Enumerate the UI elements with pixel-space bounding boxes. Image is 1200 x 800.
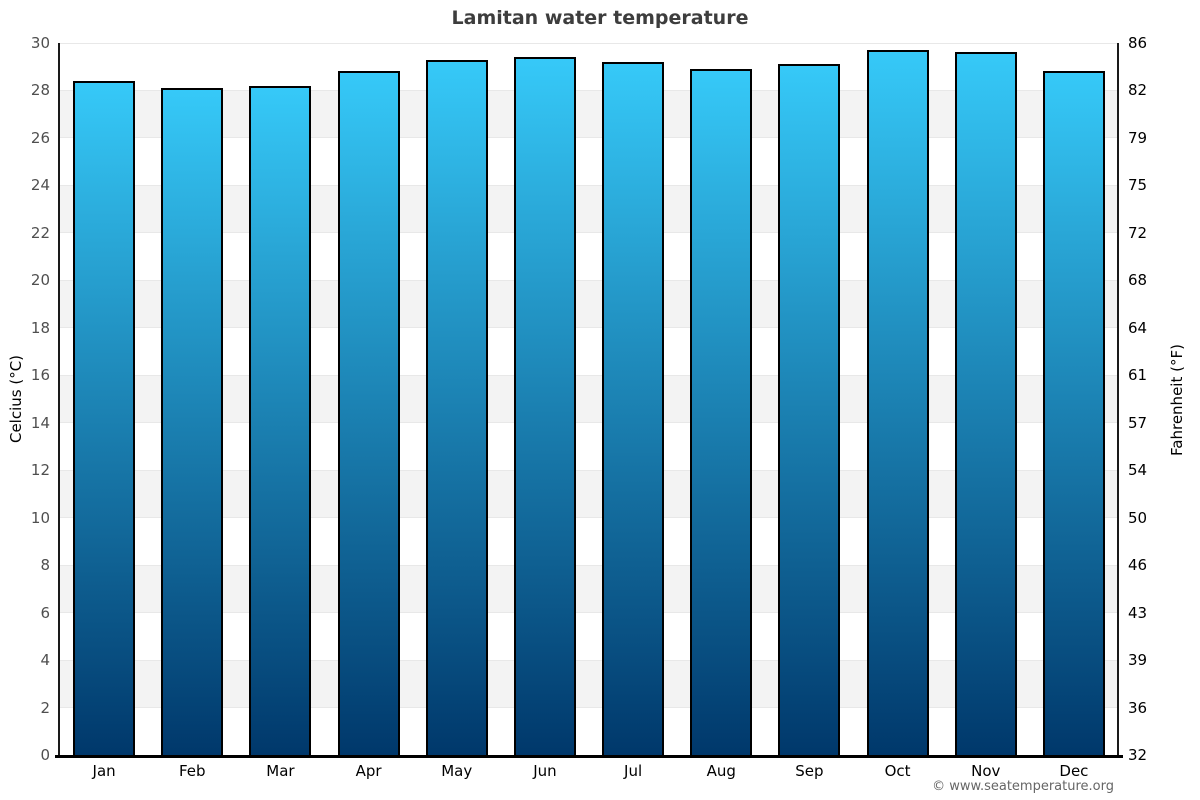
grid-band [60, 185, 1118, 233]
gridline [60, 517, 1118, 519]
gridline [60, 89, 1118, 91]
grid-band [60, 470, 1118, 518]
copyright-text: © www.seatemperature.org [932, 779, 1114, 794]
bar-sep [778, 64, 841, 755]
x-tick-label-oct: Oct [884, 762, 911, 780]
y-tick-label-fahrenheit: 50 [1128, 508, 1148, 527]
y-tick-label-celsius: 30 [30, 34, 50, 52]
y-tick-label-celsius: 14 [30, 413, 50, 432]
gridline [60, 184, 1118, 186]
grid-band [60, 660, 1118, 708]
bar-feb [161, 88, 224, 755]
y-axis-line-left [58, 43, 60, 755]
gridline [60, 137, 1118, 139]
x-tick-label-apr: Apr [355, 762, 382, 780]
gridline [60, 42, 1118, 44]
y-tick-label-celsius: 18 [30, 318, 50, 337]
grid-band [60, 565, 1118, 613]
x-tick-label-dec: Dec [1059, 762, 1089, 780]
gridline [60, 327, 1118, 329]
y-tick-label-celsius: 22 [30, 223, 50, 242]
grid-band [60, 90, 1118, 138]
y-tick-label-fahrenheit: 36 [1128, 698, 1148, 717]
bar-may [425, 59, 488, 755]
gridline [60, 422, 1118, 424]
y-tick-label-fahrenheit: 54 [1128, 461, 1148, 480]
y-tick-label-fahrenheit: 61 [1128, 366, 1148, 385]
bar-oct [866, 50, 929, 755]
y-tick-label-celsius: 2 [40, 698, 50, 717]
y-tick-label-celsius: 24 [30, 176, 50, 195]
y-tick-label-fahrenheit: 68 [1128, 271, 1148, 290]
y-tick-label-celsius: 0 [40, 746, 50, 764]
y-tick-label-celsius: 6 [40, 603, 50, 622]
bar-aug [690, 69, 753, 755]
x-tick-label-may: May [441, 762, 473, 780]
gridline [60, 374, 1118, 376]
grid-band [60, 375, 1118, 423]
y-tick-label-celsius: 8 [40, 556, 50, 575]
y-axis-label-fahrenheit: Fahrenheit (°F) [1168, 344, 1186, 456]
y-tick-label-fahrenheit: 57 [1128, 413, 1148, 432]
gridline [60, 564, 1118, 566]
x-tick-label-sep: Sep [795, 762, 824, 780]
y-tick-label-fahrenheit: 82 [1128, 81, 1148, 100]
gridline [60, 469, 1118, 471]
y-tick-label-celsius: 26 [30, 128, 50, 147]
bar-jul [602, 61, 665, 755]
x-tick-label-feb: Feb [178, 762, 206, 780]
y-tick-label-celsius: 10 [30, 508, 50, 527]
y-tick-label-fahrenheit: 72 [1128, 223, 1148, 242]
x-tick-label-jul: Jul [624, 762, 643, 780]
y-tick-label-fahrenheit: 86 [1128, 34, 1148, 52]
y-tick-label-fahrenheit: 64 [1128, 318, 1148, 337]
gridline [60, 279, 1118, 281]
bar-jun [513, 57, 576, 755]
y-tick-label-celsius: 4 [40, 651, 50, 670]
y-tick-label-fahrenheit: 79 [1128, 128, 1148, 147]
x-axis-line [55, 755, 1123, 758]
gridline [60, 707, 1118, 709]
gridline [60, 232, 1118, 234]
gridline [60, 612, 1118, 614]
y-tick-label-celsius: 20 [30, 271, 50, 290]
x-tick-label-aug: Aug [706, 762, 736, 780]
y-tick-label-fahrenheit: 39 [1128, 651, 1148, 670]
y-tick-label-celsius: 28 [30, 81, 50, 100]
y-axis-line-right [1117, 43, 1119, 755]
x-tick-label-nov: Nov [971, 762, 1001, 780]
bar-apr [337, 71, 400, 755]
bar-dec [1042, 71, 1105, 755]
gridline [60, 659, 1118, 661]
chart-title: Lamitan water temperature [451, 7, 749, 29]
bar-mar [249, 85, 312, 755]
y-tick-label-fahrenheit: 43 [1128, 603, 1148, 622]
y-tick-label-celsius: 16 [30, 366, 50, 385]
bar-nov [954, 52, 1017, 755]
bar-jan [73, 80, 136, 755]
y-tick-label-fahrenheit: 75 [1128, 176, 1148, 195]
y-tick-label-celsius: 12 [30, 461, 50, 480]
x-tick-label-mar: Mar [266, 762, 295, 780]
y-tick-label-fahrenheit: 32 [1128, 746, 1148, 764]
x-tick-label-jun: Jun [533, 762, 557, 780]
grid-band [60, 280, 1118, 328]
y-tick-label-fahrenheit: 46 [1128, 556, 1148, 575]
x-tick-label-jan: Jan [92, 762, 116, 780]
